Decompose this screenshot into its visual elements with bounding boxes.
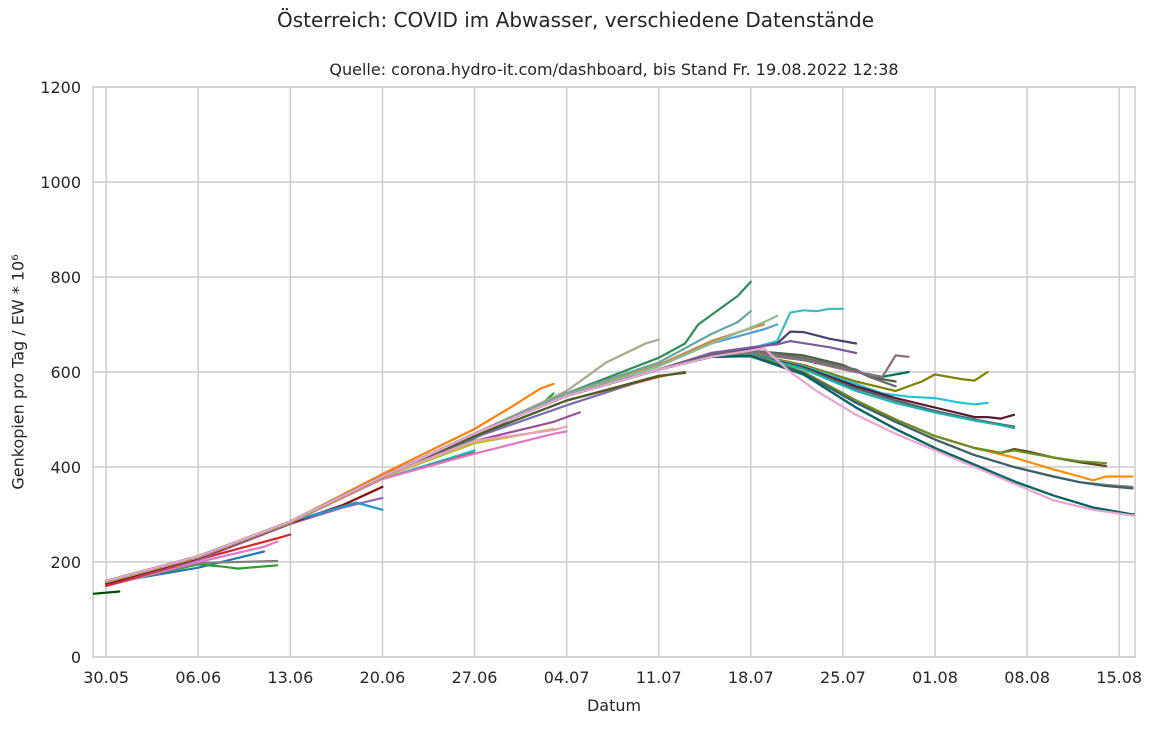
chart-suptitle: Österreich: COVID im Abwasser, verschied… bbox=[276, 8, 875, 32]
x-tick-label: 20.06 bbox=[360, 668, 406, 687]
x-tick-label: 15.08 bbox=[1096, 668, 1142, 687]
series-line-28 bbox=[105, 330, 858, 583]
y-tick-label: 800 bbox=[50, 268, 81, 287]
x-tick-label: 06.06 bbox=[175, 668, 221, 687]
x-axis-label: Datum bbox=[586, 696, 642, 715]
series-line-16 bbox=[105, 427, 555, 584]
series-line-6 bbox=[93, 590, 121, 595]
chart-title: Quelle: corona.hydro-it.com/dashboard, b… bbox=[329, 60, 899, 79]
series-line-21 bbox=[105, 425, 568, 583]
y-tick-label: 200 bbox=[50, 553, 81, 572]
x-tick-label: 11.07 bbox=[636, 668, 682, 687]
x-tick-label: 13.06 bbox=[267, 668, 313, 687]
series-line-18 bbox=[105, 370, 687, 583]
series-line-22 bbox=[105, 280, 752, 583]
series-line-46 bbox=[105, 347, 1135, 583]
x-tick-label: 04.07 bbox=[544, 668, 590, 687]
series-line-10 bbox=[105, 382, 555, 583]
y-tick-label: 600 bbox=[50, 363, 81, 382]
x-tick-label: 18.07 bbox=[728, 668, 774, 687]
x-tick-label: 08.08 bbox=[1004, 668, 1050, 687]
series-line-19 bbox=[105, 371, 687, 583]
y-tick-label: 1200 bbox=[40, 78, 81, 97]
y-tick-label: 0 bbox=[71, 648, 81, 667]
series-line-29 bbox=[105, 340, 858, 583]
y-tick-label: 1000 bbox=[40, 173, 81, 192]
series-line-5 bbox=[105, 533, 292, 587]
x-tick-label: 25.07 bbox=[820, 668, 866, 687]
x-tick-label: 27.06 bbox=[452, 668, 498, 687]
x-tick-label: 01.08 bbox=[912, 668, 958, 687]
plot-frame bbox=[92, 86, 1136, 658]
series-line-4 bbox=[105, 540, 279, 587]
x-tick-label: 30.05 bbox=[83, 668, 129, 687]
series-line-23 bbox=[105, 310, 752, 583]
y-tick-label: 400 bbox=[50, 458, 81, 477]
